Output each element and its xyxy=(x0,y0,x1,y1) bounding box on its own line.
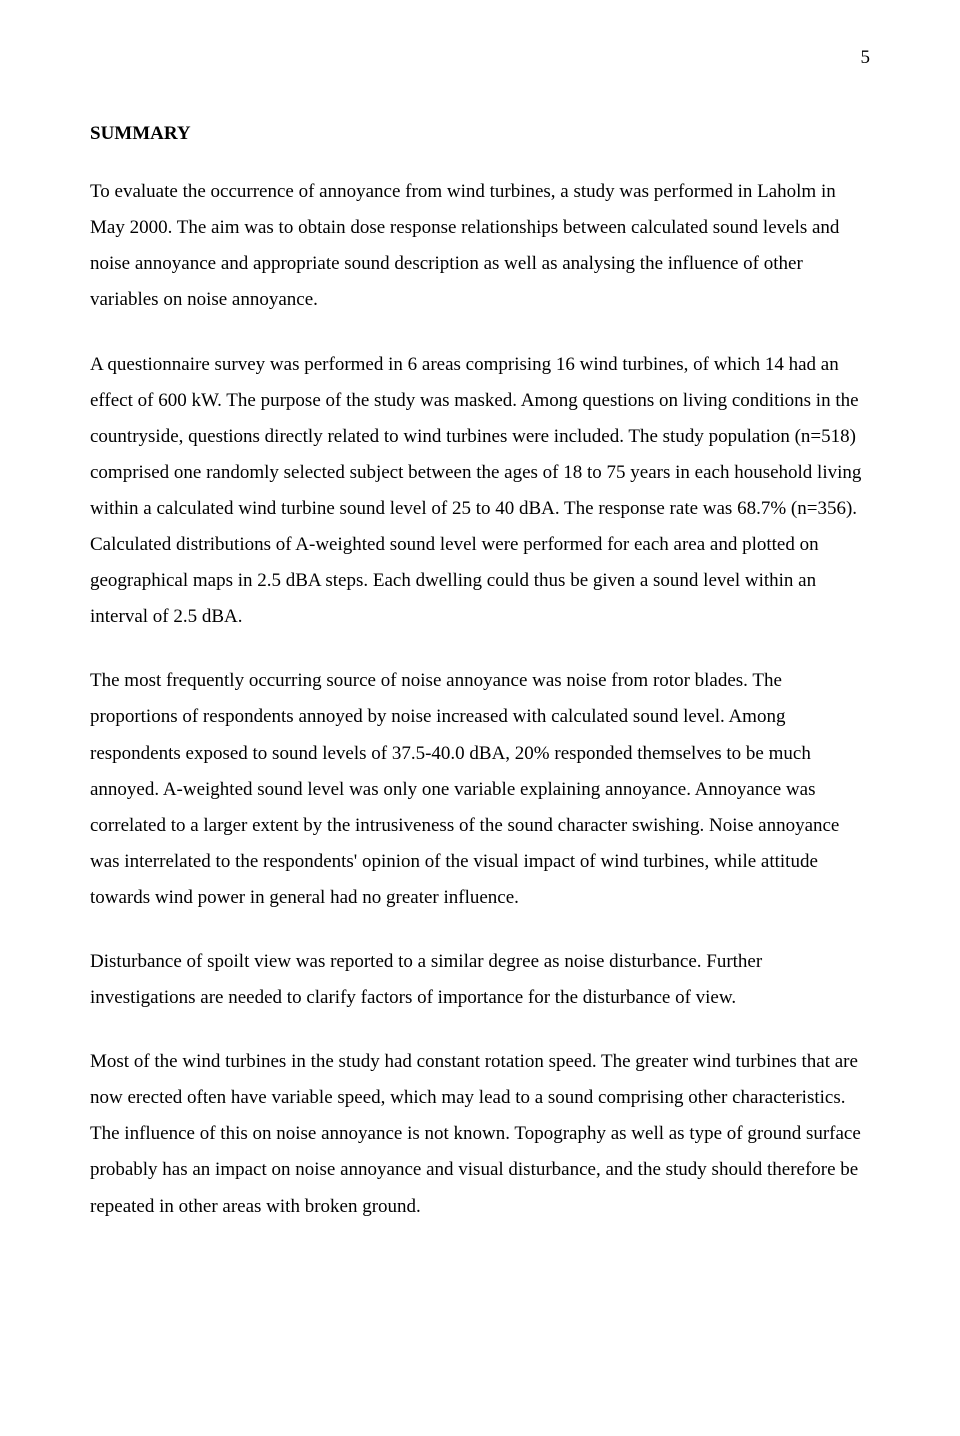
paragraph-1: To evaluate the occurrence of annoyance … xyxy=(90,174,870,318)
summary-heading: SUMMARY xyxy=(90,116,870,152)
paragraph-5: Most of the wind turbines in the study h… xyxy=(90,1044,870,1224)
paragraph-4: Disturbance of spoilt view was reported … xyxy=(90,944,870,1016)
page-number: 5 xyxy=(90,40,870,76)
paragraph-2: A questionnaire survey was performed in … xyxy=(90,347,870,636)
paragraph-3: The most frequently occurring source of … xyxy=(90,663,870,916)
